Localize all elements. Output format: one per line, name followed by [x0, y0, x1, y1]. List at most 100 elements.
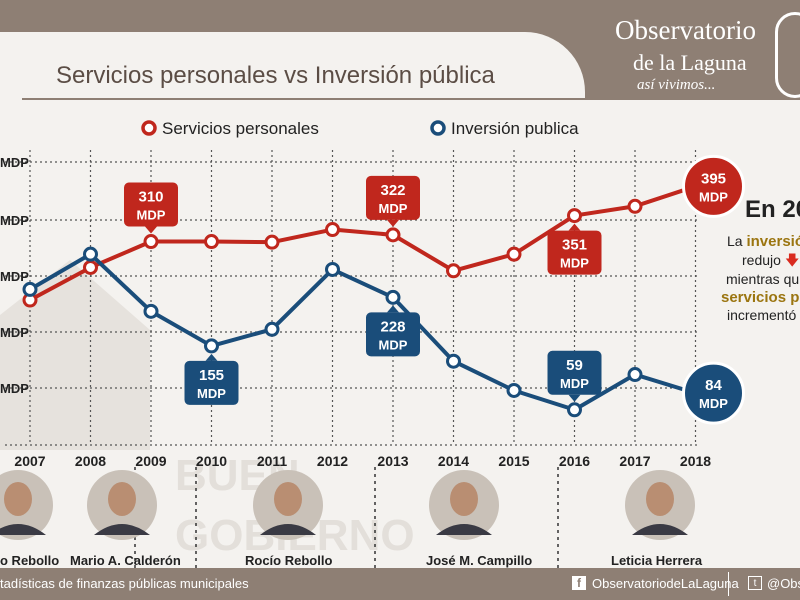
callout-unit: MDP — [379, 337, 408, 352]
data-point — [446, 263, 461, 279]
callout-value: 322 — [380, 182, 405, 199]
callout-value: 155 — [199, 367, 224, 384]
legend-marker — [430, 120, 446, 136]
callout-pointer — [145, 226, 157, 234]
line-chart: BUEN GOBIERNO MDP MDP MDP MDP MDP 2007 2008 20… — [0, 119, 745, 568]
page-title: Servicios personales vs Inversión públic… — [56, 62, 495, 89]
callout-value: 395 — [701, 170, 726, 187]
data-point — [325, 261, 340, 277]
title-panel — [0, 32, 585, 107]
x-tick-label: 2007 — [14, 453, 45, 469]
x-tick-label: 2012 — [317, 453, 348, 469]
callout-value: 310 — [138, 189, 163, 206]
person-name-5: Leticia Herrera — [611, 553, 703, 568]
twitter-link[interactable]: @Obse — [767, 576, 800, 591]
footer-divider — [728, 572, 729, 596]
person-name-2: Mario A. Calderón — [70, 553, 181, 568]
callout-unit: MDP — [560, 256, 589, 271]
callout-pointer — [387, 305, 399, 313]
title-underline — [22, 98, 585, 100]
portrait-body — [94, 524, 150, 535]
callout-unit: MDP — [379, 201, 408, 216]
watermark: BUEN GOBIERNO — [0, 260, 415, 560]
data-point — [264, 234, 280, 250]
x-tick-label: 2009 — [135, 453, 166, 469]
chart-legend: Servicios personales Inversión publica — [141, 119, 579, 138]
x-tick-label: 2013 — [377, 453, 408, 469]
twitter-icon[interactable]: t — [748, 576, 762, 590]
person-name-4: José M. Campillo — [426, 553, 533, 568]
legend-label: Servicios personales — [162, 119, 319, 138]
data-callouts: 310 MDP 322 MDP 351 MDP 395 MDP 155 MDP 228 MDP 59 MD… — [124, 154, 745, 425]
logo-name: Observatorio — [615, 15, 756, 45]
x-tick-label: 2018 — [680, 453, 711, 469]
callout-value: 228 — [380, 318, 405, 335]
side-note-highlight-2: servicios pe — [721, 289, 800, 306]
callout-unit: MDP — [699, 189, 728, 204]
arrow-down-icon: 🡇 — [785, 252, 800, 268]
callout-circle — [682, 361, 745, 425]
x-tick-label: 2010 — [196, 453, 227, 469]
data-point — [567, 402, 582, 418]
data-point — [83, 246, 98, 262]
data-point — [143, 303, 159, 319]
y-tick-label: MDP — [0, 325, 29, 340]
callout-box — [366, 312, 420, 357]
y-tick-label: MDP — [0, 269, 29, 284]
data-point — [627, 198, 643, 214]
data-point — [264, 321, 280, 337]
callout-box — [547, 230, 602, 275]
data-point — [22, 281, 38, 297]
side-note-line-3: mientras qu — [726, 271, 800, 287]
series-line — [28, 252, 697, 412]
y-tick-label: MDP — [0, 381, 29, 396]
speech-bubble-icon — [775, 12, 800, 98]
x-tick-label: 2016 — [559, 453, 590, 469]
portrait-face — [646, 482, 674, 516]
callout-box — [366, 175, 420, 220]
logo-tagline: así vivimos... — [637, 77, 716, 93]
side-note-line-2: redujo — [742, 252, 781, 268]
y-tick-label: MDP — [0, 213, 29, 228]
callout-unit: MDP — [197, 386, 226, 401]
portrait-body — [260, 524, 316, 535]
facebook-icon[interactable]: f — [572, 576, 586, 590]
callout-value: 351 — [562, 237, 587, 254]
callout-pointer — [205, 353, 218, 361]
portraits — [0, 470, 695, 540]
callout-box — [124, 182, 178, 227]
side-note-highlight-1: inversió — [746, 233, 800, 250]
footer-bar — [0, 568, 800, 600]
x-tick-label: 2014 — [438, 453, 469, 469]
side-note-line-1: La inversió — [727, 233, 800, 250]
callout-pointer — [568, 394, 581, 402]
facebook-link[interactable]: ObservatoriodeLaLaguna — [592, 576, 739, 591]
person-name-1: o Rebollo — [0, 553, 60, 568]
logo-subtitle: de la Laguna — [633, 50, 747, 75]
callout-pointer — [387, 219, 399, 227]
y-tick-label: MDP — [0, 155, 29, 170]
data-point — [325, 222, 340, 238]
callout-unit: MDP — [560, 376, 589, 391]
callout-box — [184, 360, 239, 405]
callout-unit: MDP — [137, 208, 166, 223]
portrait-face — [450, 482, 478, 516]
data-point — [385, 289, 401, 305]
data-point — [204, 234, 219, 250]
portrait-face — [4, 482, 32, 516]
callout-box — [547, 350, 602, 395]
x-tick-label: 2015 — [498, 453, 529, 469]
data-point — [567, 208, 582, 224]
side-note-prefix: La — [727, 233, 747, 249]
portrait-face — [274, 482, 302, 516]
portrait-body — [436, 524, 492, 535]
x-tick-label: 2011 — [257, 453, 288, 469]
data-point — [83, 259, 98, 275]
callout-value: 59 — [566, 357, 583, 374]
x-tick-label: 2008 — [75, 453, 106, 469]
series-line — [29, 184, 697, 302]
footer-source: tadísticas de finanzas públicas municipa… — [0, 576, 249, 591]
series-lines — [28, 184, 697, 412]
legend-label: Inversión publica — [451, 119, 579, 138]
portrait-body — [0, 524, 46, 535]
